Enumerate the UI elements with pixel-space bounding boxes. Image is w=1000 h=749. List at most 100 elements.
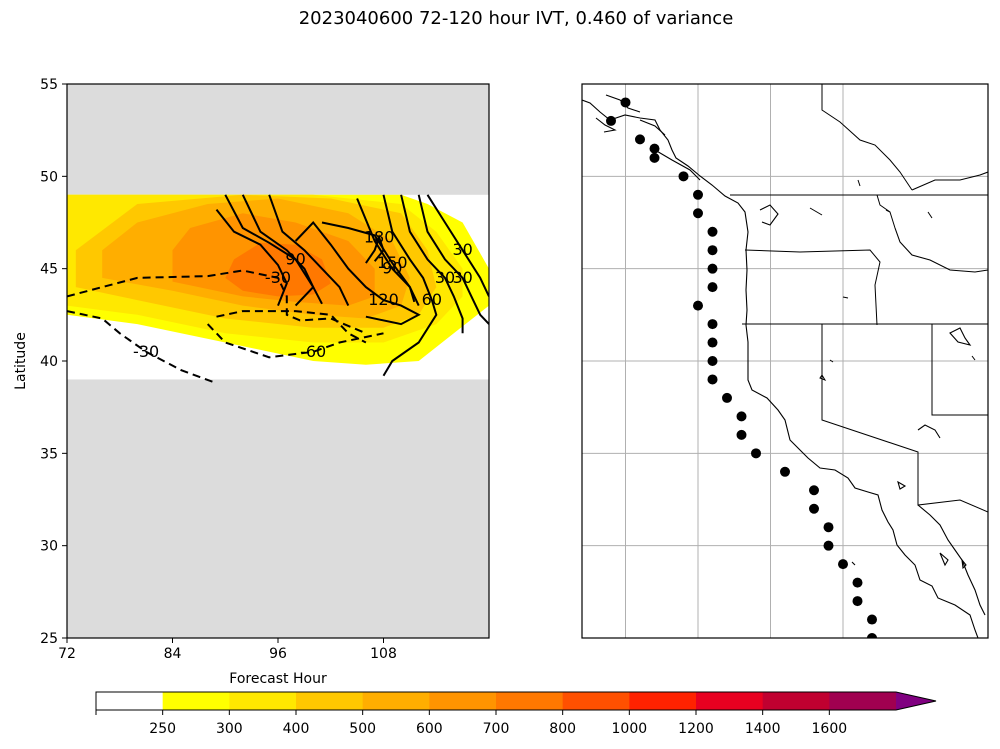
colorbar-tick-label: 1400 bbox=[745, 721, 781, 737]
contour-label: 30 bbox=[452, 240, 472, 259]
colorbar-tick-label: 600 bbox=[416, 721, 443, 737]
coastal-point-marker bbox=[707, 282, 718, 293]
x-tick-label: 96 bbox=[269, 646, 287, 662]
x-tick-label: 84 bbox=[164, 646, 182, 662]
colorbar-cell bbox=[762, 692, 830, 710]
coastal-point-marker bbox=[809, 485, 819, 496]
y-tick-label: 30 bbox=[40, 539, 58, 555]
contour-line bbox=[215, 208, 288, 306]
contour-label: -30 bbox=[265, 268, 291, 287]
contour-line bbox=[241, 194, 323, 305]
y-tick-label: 35 bbox=[40, 446, 58, 462]
coastline bbox=[582, 94, 988, 638]
coastal-point-marker bbox=[707, 245, 718, 256]
coastal-point-marker bbox=[693, 189, 703, 200]
coastal-point-marker bbox=[635, 134, 645, 145]
state-borders bbox=[730, 84, 988, 513]
coastal-point-marker bbox=[606, 115, 616, 126]
contour-line bbox=[206, 323, 384, 359]
contour-line bbox=[216, 310, 367, 344]
colorbar: 250 300 400 500 600 700 800 1000 1200 1400 1600 bbox=[95, 691, 937, 737]
map-panel bbox=[581, 83, 989, 639]
coastal-point-marker bbox=[852, 577, 863, 588]
x-tick-label: 72 bbox=[58, 646, 76, 662]
coastal-point-marker bbox=[649, 143, 660, 154]
contour-line bbox=[400, 194, 464, 334]
colorbar-extend-triangle bbox=[896, 692, 936, 710]
coastal-point-marker bbox=[707, 356, 718, 366]
y-tick-label: 40 bbox=[40, 354, 58, 370]
contour-label: 90 bbox=[382, 259, 402, 278]
contour-label: 30 bbox=[435, 268, 455, 287]
coastal-point-marker bbox=[707, 263, 718, 274]
coastal-points bbox=[606, 97, 877, 638]
map-frame bbox=[581, 83, 989, 639]
contour-line bbox=[417, 194, 489, 325]
contour-line bbox=[382, 194, 438, 377]
coastal-point-marker bbox=[678, 171, 689, 182]
x-axis-label: Forecast Hour bbox=[229, 671, 327, 687]
colorbar-tick-label: 400 bbox=[283, 721, 310, 737]
contour-label: 120 bbox=[368, 290, 399, 309]
contour-line bbox=[365, 234, 385, 264]
contour-label: 30 bbox=[452, 268, 472, 287]
contour-line bbox=[67, 310, 217, 385]
y-tick-label: 45 bbox=[40, 262, 58, 278]
contour-line bbox=[294, 220, 421, 326]
colorbar-tick-label: 1600 bbox=[812, 721, 848, 737]
coastal-point-marker bbox=[867, 633, 877, 638]
colorbar-tick-label: 500 bbox=[349, 721, 376, 737]
contour-line bbox=[268, 194, 350, 307]
coastal-point-marker bbox=[809, 503, 819, 514]
coastal-point-marker bbox=[823, 540, 834, 551]
colorbar-tick-label: 300 bbox=[216, 721, 243, 737]
coastal-point-marker bbox=[707, 226, 718, 237]
colorbar-cell bbox=[629, 692, 697, 710]
colorbar-cell bbox=[696, 692, 764, 710]
y-axis-ticks: 25 30 35 40 45 50 55 bbox=[40, 77, 67, 647]
contour-line bbox=[67, 269, 367, 335]
contour-line bbox=[356, 198, 420, 307]
coastal-point-marker bbox=[736, 411, 747, 422]
y-tick-label: 50 bbox=[40, 169, 58, 185]
figure-title: 2023040600 72-120 hour IVT, 0.460 of var… bbox=[298, 8, 734, 29]
colorbar-tick-label: 1200 bbox=[678, 721, 714, 737]
ivt-fill-700 bbox=[225, 242, 331, 297]
contour-line bbox=[426, 194, 489, 297]
coastal-point-marker bbox=[649, 152, 660, 163]
colorbar-cell bbox=[162, 692, 230, 710]
x-axis-ticks: 72 84 96 108 bbox=[58, 638, 397, 662]
coastal-point-marker bbox=[707, 337, 718, 348]
colorbar-cell bbox=[829, 692, 897, 710]
y-tick-label: 25 bbox=[40, 631, 58, 647]
contour-line bbox=[224, 194, 315, 307]
coastal-point-marker bbox=[722, 392, 732, 403]
colorbar-cell bbox=[296, 692, 364, 710]
contour-label: -30 bbox=[133, 342, 159, 361]
x-tick-label: 108 bbox=[370, 646, 397, 662]
coastal-point-marker bbox=[736, 429, 747, 440]
map-gridlines bbox=[582, 84, 988, 638]
coastal-point-marker bbox=[707, 319, 718, 330]
coastal-point-marker bbox=[693, 300, 703, 311]
colorbar-cell bbox=[96, 692, 164, 710]
colorbar-tick-label: 700 bbox=[483, 721, 510, 737]
contour-label: 60 bbox=[422, 290, 442, 309]
coastal-point-marker bbox=[693, 208, 703, 219]
colorbar-tick-label: 1000 bbox=[612, 721, 648, 737]
coastal-point-marker bbox=[751, 448, 761, 459]
colorbar-outline bbox=[95, 691, 937, 711]
colorbar-cell bbox=[496, 692, 564, 710]
coastal-point-marker bbox=[620, 97, 631, 108]
coastal-point-marker bbox=[867, 614, 877, 625]
colorbar-tick-label: 800 bbox=[549, 721, 576, 737]
y-axis-label: Latitude bbox=[13, 332, 29, 390]
colorbar-cell bbox=[229, 692, 297, 710]
y-tick-label: 55 bbox=[40, 77, 58, 93]
coastal-point-marker bbox=[852, 596, 863, 607]
coastal-point-marker bbox=[780, 466, 790, 477]
coastal-point-marker bbox=[707, 374, 718, 385]
